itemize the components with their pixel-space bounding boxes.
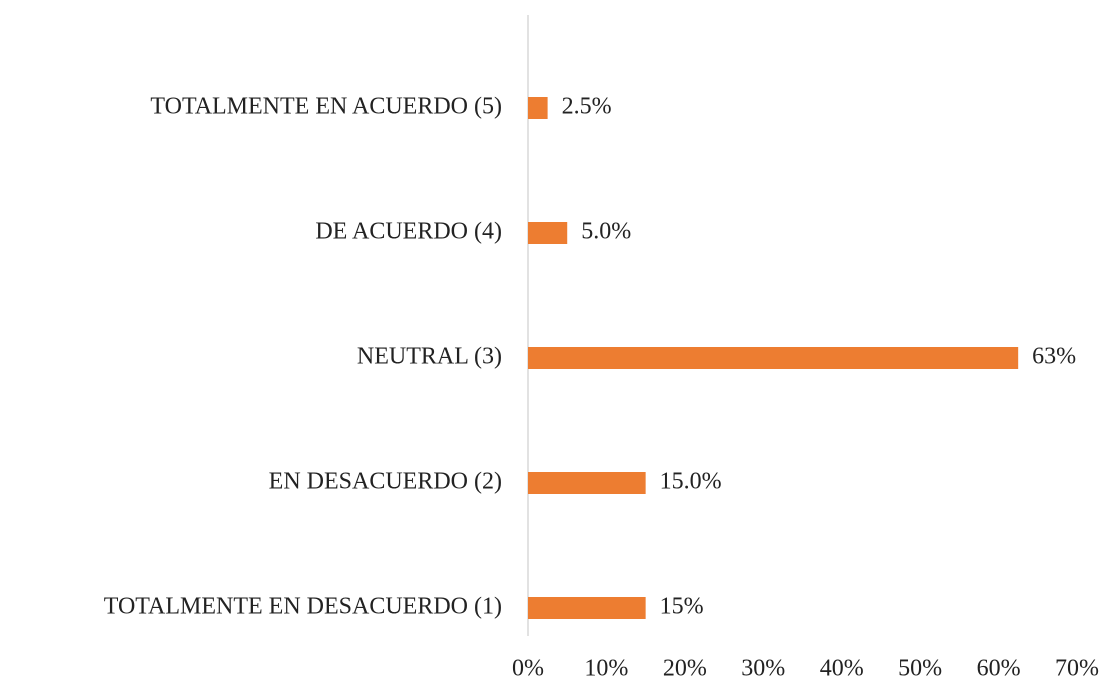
bar [528,597,646,619]
data-label: 63% [1032,344,1076,370]
x-tick-label: 60% [977,656,1021,682]
bar [528,347,1019,369]
data-label: 5.0% [581,219,631,245]
x-tick-label: 50% [898,656,942,682]
data-label: 2.5% [562,94,612,120]
x-tick-label: 40% [820,656,864,682]
bar [528,97,548,119]
x-tick-label: 70% [1055,656,1099,682]
x-tick-label: 0% [512,656,544,682]
x-tick-label: 30% [741,656,785,682]
y-tick-label: NEUTRAL (3) [357,344,502,370]
x-tick-label: 10% [584,656,628,682]
x-tick-label: 20% [663,656,707,682]
y-tick-label: DE ACUERDO (4) [315,219,502,245]
y-tick-label: TOTALMENTE EN ACUERDO (5) [150,94,502,120]
y-tick-label: TOTALMENTE EN DESACUERDO (1) [104,594,502,620]
bar [528,472,646,494]
bar [528,222,568,244]
data-label: 15% [660,594,704,620]
data-label: 15.0% [660,469,722,495]
y-tick-label: EN DESACUERDO (2) [269,469,502,495]
